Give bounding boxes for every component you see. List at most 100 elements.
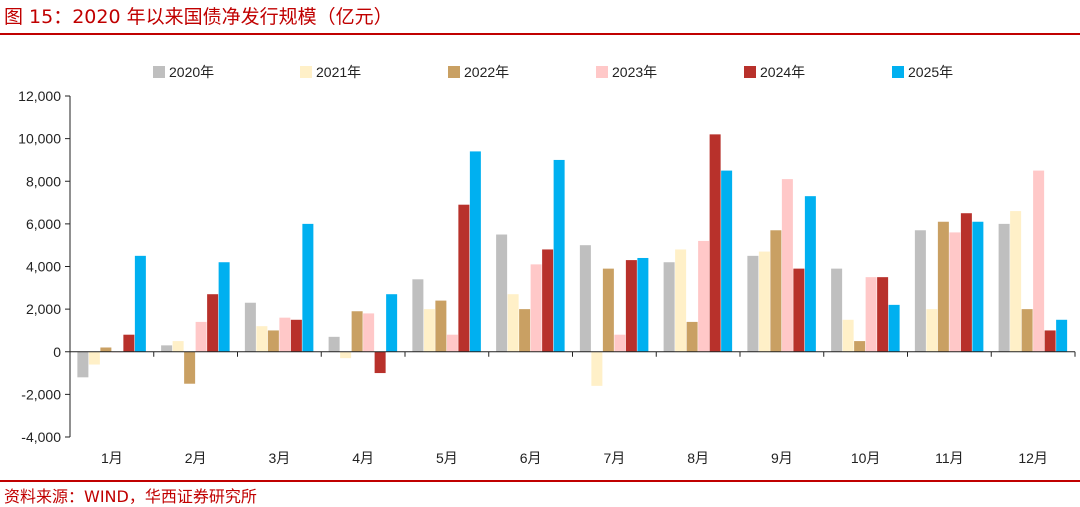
bar (1044, 330, 1056, 352)
bar (602, 268, 614, 352)
bar (937, 221, 949, 352)
bar (423, 309, 435, 352)
bar (877, 277, 889, 352)
legend-swatch (153, 66, 165, 78)
bar (161, 345, 173, 352)
bar (458, 204, 470, 352)
bar (926, 309, 938, 352)
bar (519, 309, 531, 352)
bar (290, 319, 302, 352)
bar (831, 268, 843, 352)
legend-swatch (892, 66, 904, 78)
x-tick-label: 2月 (185, 450, 207, 466)
bar (100, 347, 112, 352)
bar (721, 170, 733, 352)
bar (328, 336, 340, 352)
bar (218, 262, 230, 352)
bar (302, 223, 314, 352)
bar (972, 221, 984, 352)
bar (244, 302, 256, 352)
bar (614, 334, 626, 352)
title-divider (0, 33, 1080, 35)
bar (781, 179, 793, 352)
bar (184, 351, 196, 384)
bar (207, 294, 219, 352)
y-tick-label: 2,000 (26, 301, 61, 317)
bar (663, 262, 675, 352)
bar (542, 249, 554, 352)
bar (446, 334, 458, 352)
legend-label: 2024年 (760, 64, 805, 80)
bars (77, 134, 1068, 386)
bar (496, 234, 508, 352)
bar (256, 326, 268, 352)
bar (507, 294, 519, 352)
x-tick-label: 8月 (687, 450, 709, 466)
x-tick-label: 9月 (771, 450, 793, 466)
bar (1056, 319, 1068, 352)
y-tick-label: 8,000 (26, 173, 61, 189)
bar (279, 317, 291, 352)
y-tick-label: -2,000 (21, 386, 61, 402)
y-tick-label: 12,000 (18, 88, 61, 104)
bar (469, 151, 481, 352)
legend: 2020年 2021年 2022年 2023年 2024年 2025年 (153, 64, 953, 80)
bar (363, 313, 375, 352)
legend-label: 2020年 (169, 64, 214, 80)
bar (747, 255, 759, 352)
bar (914, 230, 926, 352)
x-tick-label: 5月 (436, 450, 458, 466)
chart-title: 图 15：2020 年以来国债净发行规模（亿元） (4, 6, 393, 28)
x-tick-label: 6月 (520, 450, 542, 466)
legend-swatch (448, 66, 460, 78)
y-tick-label: 10,000 (18, 131, 61, 147)
bar (949, 232, 961, 352)
legend-label: 2023年 (612, 64, 657, 80)
bar (553, 159, 565, 352)
legend-swatch (300, 66, 312, 78)
bar (530, 264, 542, 352)
bar (1033, 170, 1045, 352)
bar (793, 268, 805, 352)
source-note: 资料来源：WIND，华西证券研究所 (4, 487, 257, 506)
bar (998, 223, 1010, 352)
bar-chart: 2020年 2021年 2022年 2023年 2024年 2025年 -4,000 -2,… (18, 64, 1076, 466)
bar (435, 300, 447, 352)
bar (77, 351, 89, 378)
legend-label: 2022年 (464, 64, 509, 80)
bar (412, 279, 424, 352)
bar (625, 260, 637, 352)
bar (1010, 211, 1022, 352)
x-tick-label: 1月 (101, 450, 123, 466)
y-tick-label: -4,000 (21, 429, 61, 445)
bar (842, 319, 854, 352)
bar (374, 351, 386, 374)
footer-divider (0, 480, 1080, 482)
bar (340, 351, 352, 359)
x-tick-label: 3月 (268, 450, 290, 466)
bar (134, 255, 146, 352)
y-tick-label: 0 (53, 344, 61, 360)
y-tick-label: 4,000 (26, 259, 61, 275)
bar (865, 277, 877, 352)
bar (854, 341, 866, 352)
bar (267, 330, 279, 352)
legend-swatch (596, 66, 608, 78)
x-tick-label: 4月 (352, 450, 374, 466)
bar (888, 304, 900, 352)
bar (709, 134, 721, 352)
x-tick-label: 12月 (1018, 450, 1048, 466)
bar (804, 196, 816, 352)
x-tick-label: 10月 (851, 450, 881, 466)
bar (686, 321, 698, 352)
legend-label: 2021年 (316, 64, 361, 80)
bar (579, 245, 591, 352)
bar (698, 240, 710, 352)
bar (770, 230, 782, 352)
x-axis: 1月 2月 3月 4月 5月 6月 7月 8月 9月 10月 11月 12月 (69, 351, 1076, 466)
bar (88, 351, 100, 365)
bar (1021, 309, 1033, 352)
bar (172, 341, 184, 352)
bar (758, 251, 770, 352)
bar (675, 249, 687, 352)
